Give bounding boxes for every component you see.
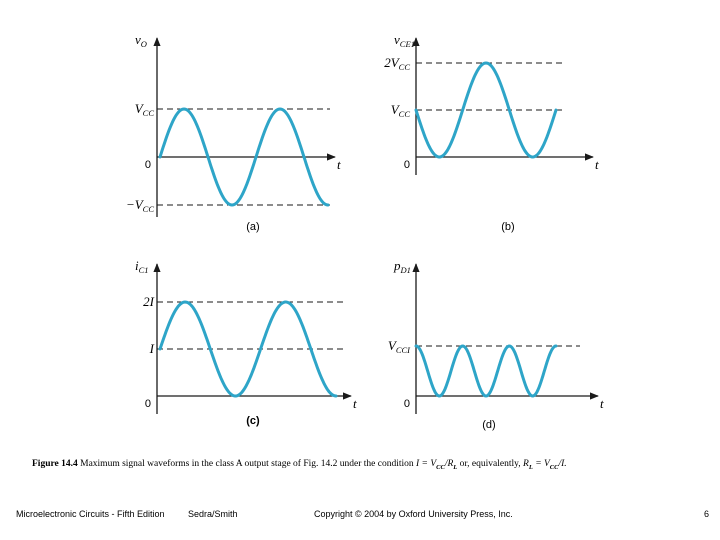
level-label: 2VCC xyxy=(384,55,410,72)
footer-page-number: 6 xyxy=(704,509,710,519)
panel-c: iC1 t 0 2I I (c) xyxy=(135,258,357,427)
footer-book-title: Microelectronic Circuits - Fifth Edition xyxy=(16,509,165,519)
panel-label: (d) xyxy=(482,419,495,431)
waveform-curve xyxy=(158,107,330,207)
origin-label: 0 xyxy=(145,398,151,410)
x-axis-label: t xyxy=(353,396,357,411)
panel-b: vCE1 t 0 2VCC VCC (b) xyxy=(384,32,599,233)
footer-authors: Sedra/Smith xyxy=(188,509,238,519)
caption-text-middle: or, equivalently, xyxy=(459,459,521,469)
origin-label: 0 xyxy=(145,159,151,171)
figure-caption: Figure 14.4 Maximum signal waveforms in … xyxy=(32,459,712,471)
footer-copyright: Copyright © 2004 by Oxford University Pr… xyxy=(314,509,513,519)
y-axis-label: pD1 xyxy=(393,258,411,275)
y-axis-label: vCE1 xyxy=(394,32,415,49)
origin-label: 0 xyxy=(404,159,410,171)
panel-label: (b) xyxy=(501,221,514,233)
y-axis-label: iC1 xyxy=(135,258,149,275)
caption-text-before: Maximum signal waveforms in the class A … xyxy=(80,459,414,469)
level-label: 2I xyxy=(143,294,155,309)
caption-equivalent: RL = VCC/I. xyxy=(523,459,567,471)
waveform-curve xyxy=(414,61,558,159)
level-label: VCCI xyxy=(388,338,411,355)
level-label: VCC xyxy=(135,101,155,118)
x-axis-label: t xyxy=(337,157,341,172)
x-axis-label: t xyxy=(600,396,604,411)
x-axis-label: t xyxy=(595,157,599,172)
level-label: −VCC xyxy=(126,197,154,214)
panel-d: pD1 t 0 VCCI (d) xyxy=(388,258,604,431)
waveform-curve xyxy=(158,300,338,398)
panel-a: vO t 0 VCC −VCC (a) xyxy=(126,32,341,233)
caption-condition: I = VCC/RL xyxy=(416,459,458,471)
panel-label: (c) xyxy=(246,415,260,427)
level-label: I xyxy=(149,341,155,356)
level-label: VCC xyxy=(391,102,411,119)
waveform-curve xyxy=(414,344,558,398)
y-axis-label: vO xyxy=(135,32,147,49)
waveform-figure: vO t 0 VCC −VCC (a) vCE1 t 0 2VCC VCC (b) iC1 t 0 2I I (c… xyxy=(126,32,604,431)
figure-number: Figure 14.4 xyxy=(32,459,78,469)
origin-label: 0 xyxy=(404,398,410,410)
panel-label: (a) xyxy=(246,221,259,233)
